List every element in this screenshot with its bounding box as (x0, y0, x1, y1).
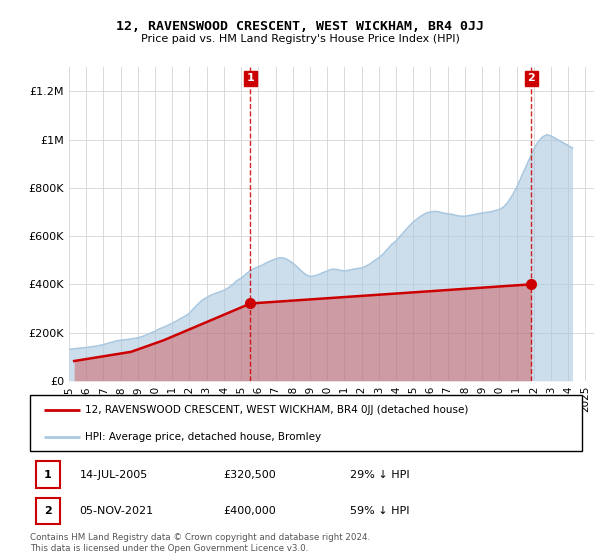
Text: 29% ↓ HPI: 29% ↓ HPI (350, 470, 410, 479)
Text: 2: 2 (527, 73, 535, 83)
Text: 05-NOV-2021: 05-NOV-2021 (80, 506, 154, 516)
Text: 1: 1 (247, 73, 254, 83)
Text: £400,000: £400,000 (223, 506, 276, 516)
Text: Price paid vs. HM Land Registry's House Price Index (HPI): Price paid vs. HM Land Registry's House … (140, 34, 460, 44)
Text: £320,500: £320,500 (223, 470, 276, 479)
FancyBboxPatch shape (35, 461, 61, 488)
Text: HPI: Average price, detached house, Bromley: HPI: Average price, detached house, Brom… (85, 432, 322, 442)
Text: 59% ↓ HPI: 59% ↓ HPI (350, 506, 410, 516)
FancyBboxPatch shape (35, 498, 61, 524)
Text: 12, RAVENSWOOD CRESCENT, WEST WICKHAM, BR4 0JJ (detached house): 12, RAVENSWOOD CRESCENT, WEST WICKHAM, B… (85, 405, 469, 416)
Text: 12, RAVENSWOOD CRESCENT, WEST WICKHAM, BR4 0JJ: 12, RAVENSWOOD CRESCENT, WEST WICKHAM, B… (116, 20, 484, 32)
Text: 2: 2 (44, 506, 52, 516)
Text: 14-JUL-2005: 14-JUL-2005 (80, 470, 148, 479)
FancyBboxPatch shape (30, 395, 582, 451)
Text: Contains HM Land Registry data © Crown copyright and database right 2024.
This d: Contains HM Land Registry data © Crown c… (30, 533, 370, 553)
Text: 1: 1 (44, 470, 52, 479)
